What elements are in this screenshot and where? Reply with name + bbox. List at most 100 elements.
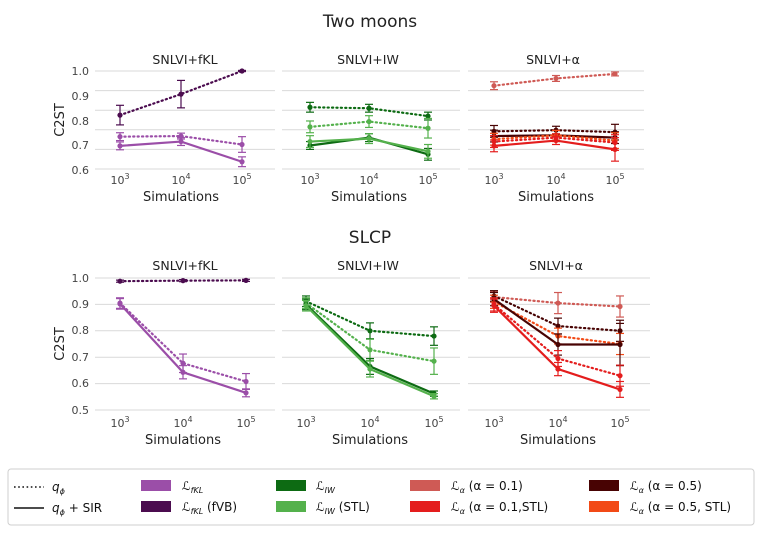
legend-label-alpha-05-stl: ℒα (α = 0.5, STL) bbox=[630, 500, 731, 516]
x-axis-label: Simulations bbox=[520, 433, 596, 448]
data-point bbox=[243, 378, 249, 385]
x-tick-labels: 103 104 105 bbox=[110, 172, 251, 187]
data-marks bbox=[116, 277, 250, 398]
data-point bbox=[553, 75, 559, 82]
data-point bbox=[367, 366, 373, 372]
series bbox=[306, 133, 432, 159]
series bbox=[116, 137, 246, 168]
gridlines bbox=[282, 70, 460, 170]
data-point bbox=[239, 68, 245, 74]
legend-label-iw-stl: ℒIW (STL) bbox=[316, 500, 370, 516]
legend: qϕ qϕ + SIR ℒfKL ℒfKL (fVB) ℒIW ℒIW (STL… bbox=[7, 468, 755, 526]
panel-title: SNLVI+α bbox=[526, 52, 580, 67]
series-line bbox=[492, 295, 622, 308]
panel-slcp-alpha: SNLVI+α 103 104 105 Simulations bbox=[468, 258, 650, 448]
x-tick: 104 bbox=[173, 415, 192, 430]
data-point bbox=[366, 105, 372, 111]
y-tick: 0.8 bbox=[72, 115, 90, 128]
x-tick: 103 bbox=[484, 415, 503, 430]
data-point bbox=[425, 113, 431, 119]
x-tick: 104 bbox=[546, 172, 565, 187]
series bbox=[490, 136, 619, 162]
data-marks bbox=[490, 290, 624, 398]
x-tick: 105 bbox=[418, 172, 437, 187]
y-tick-labels: 1.0 0.9 0.8 0.7 0.6 bbox=[72, 65, 90, 177]
data-point bbox=[366, 136, 372, 142]
data-point bbox=[307, 124, 313, 130]
series bbox=[116, 277, 250, 284]
y-tick: 1.0 bbox=[72, 272, 90, 285]
data-point bbox=[555, 366, 561, 372]
y-tick: 0.6 bbox=[72, 164, 90, 177]
y-tick: 0.8 bbox=[72, 324, 90, 337]
x-tick: 104 bbox=[171, 172, 190, 187]
panel-title: SNLVI+fKL bbox=[152, 258, 217, 273]
data-point bbox=[117, 112, 123, 118]
series bbox=[116, 68, 246, 126]
data-point bbox=[555, 323, 561, 329]
x-tick: 105 bbox=[236, 415, 255, 430]
data-point bbox=[617, 373, 623, 379]
data-point bbox=[555, 341, 561, 348]
data-point bbox=[617, 386, 623, 393]
legend-patch-fkl-fvb bbox=[141, 501, 171, 512]
legend-label-alpha-01: ℒα (α = 0.1) bbox=[451, 479, 523, 495]
data-point bbox=[491, 303, 497, 309]
data-point bbox=[617, 341, 623, 348]
x-tick: 105 bbox=[605, 172, 624, 187]
x-tick: 104 bbox=[360, 415, 379, 430]
x-tick: 105 bbox=[232, 172, 251, 187]
series bbox=[490, 298, 624, 398]
data-point bbox=[425, 148, 431, 154]
data-marks bbox=[302, 295, 438, 400]
y-axis-label: C2ST bbox=[53, 327, 68, 361]
data-point bbox=[431, 393, 437, 399]
x-tick-labels: 103 104 105 bbox=[110, 415, 255, 430]
data-point bbox=[117, 134, 123, 140]
data-point bbox=[431, 333, 437, 339]
data-point bbox=[180, 360, 186, 366]
data-point bbox=[239, 141, 245, 148]
legend-frame bbox=[7, 468, 755, 526]
panel-title: SNLVI+IW bbox=[337, 52, 399, 67]
section-title-slcp: SLCP bbox=[349, 228, 391, 248]
data-point bbox=[366, 118, 372, 125]
x-tick-labels: 103 104 105 bbox=[296, 415, 443, 430]
x-tick-labels: 103 104 105 bbox=[484, 172, 624, 187]
section-title-two-moons: Two moons bbox=[322, 12, 417, 32]
data-point bbox=[117, 301, 123, 307]
data-point bbox=[303, 303, 309, 309]
data-point bbox=[367, 347, 373, 353]
panel-title: SNLVI+IW bbox=[337, 258, 399, 273]
data-point bbox=[239, 159, 245, 165]
data-point bbox=[612, 146, 618, 152]
legend-patch-alpha-01-stl bbox=[410, 501, 440, 512]
series-line bbox=[119, 303, 247, 394]
data-point bbox=[612, 71, 618, 77]
x-axis-label: Simulations bbox=[145, 433, 221, 448]
data-point bbox=[178, 138, 184, 145]
series bbox=[116, 297, 250, 398]
y-tick: 0.7 bbox=[72, 139, 90, 152]
legend-label-q-phi: qϕ bbox=[52, 480, 66, 496]
panel-two-moons-fkl: SNLVI+fKL 1.0 0.9 0.8 0.7 0.6 C2ST 103 1… bbox=[53, 52, 275, 205]
data-point bbox=[553, 137, 559, 144]
series bbox=[302, 297, 438, 375]
panel-title: SNLVI+α bbox=[529, 258, 583, 273]
data-point bbox=[555, 355, 561, 362]
data-point bbox=[307, 104, 313, 110]
data-point bbox=[117, 143, 123, 149]
data-point bbox=[243, 390, 249, 396]
y-tick: 0.7 bbox=[72, 351, 90, 364]
x-tick-labels: 103 104 105 bbox=[484, 415, 629, 430]
x-tick: 105 bbox=[424, 415, 443, 430]
legend-patch-iw-stl bbox=[276, 501, 306, 512]
legend-patch-alpha-01 bbox=[410, 480, 440, 491]
data-point bbox=[555, 300, 561, 306]
x-tick-labels: 103 104 105 bbox=[300, 172, 437, 187]
y-tick: 0.9 bbox=[72, 298, 90, 311]
panel-two-moons-iw: SNLVI+IW 103 104 105 Simulations bbox=[282, 52, 460, 205]
x-tick: 105 bbox=[610, 415, 629, 430]
y-tick-labels: 1.0 0.9 0.8 0.7 0.6 0.5 bbox=[72, 272, 90, 417]
